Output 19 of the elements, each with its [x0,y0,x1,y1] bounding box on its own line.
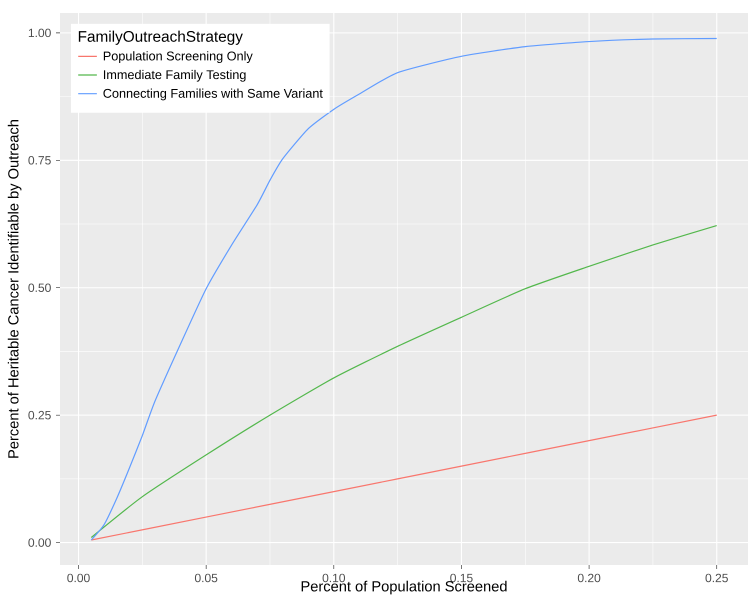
x-axis-title: Percent of Population Screened [302,580,507,594]
y-tick-label: 0.50 [28,283,51,292]
y-tick-label: 0.75 [28,156,51,165]
x-tick-label: 0.20 [578,574,600,582]
x-tick-label: 0.10 [322,574,346,582]
x-tick-label: 0.00 [67,574,90,582]
y-axis-title: Percent of Heritable Cancer Identifiable by Outreach [8,120,22,458]
x-tick-label: 0.15 [450,574,473,582]
y-tick-label: 1.00 [28,28,51,38]
line-series [90,414,718,541]
legend-title: FamilyOutreachStrategy [78,30,243,45]
y-tick-label: 0.25 [28,410,51,420]
legend-label: Population Screening Only [104,51,253,64]
line-series [90,224,718,538]
y-tick-label: 0.00 [28,538,51,547]
x-tick-label: 0.25 [706,574,728,582]
legend-label: Connecting Families with Same Variant [103,88,323,100]
x-tick-label: 0.05 [194,574,218,582]
legend-label: Immediate Family Testing [104,70,246,82]
